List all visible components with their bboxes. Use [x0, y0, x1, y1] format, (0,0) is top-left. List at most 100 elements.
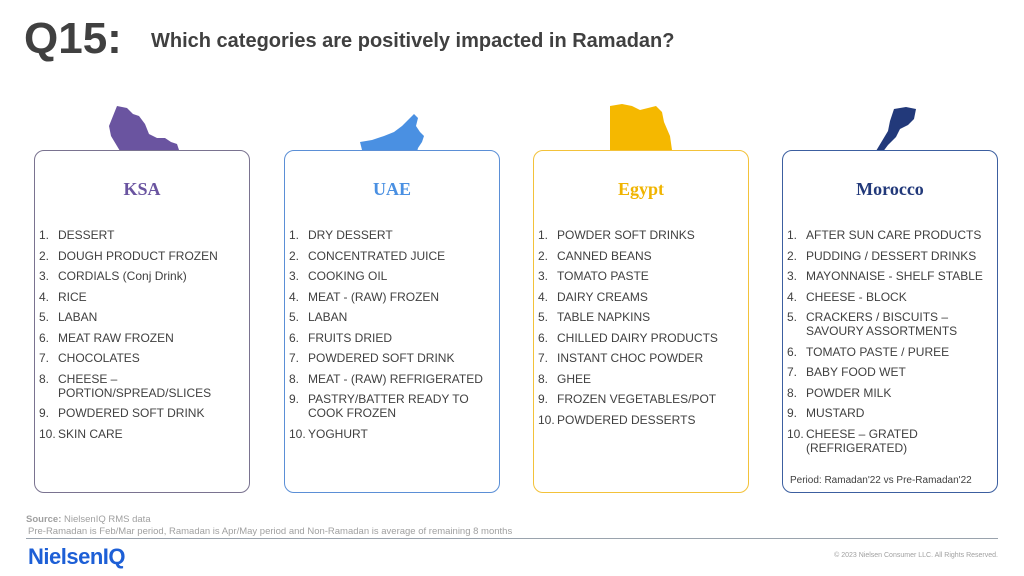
item-text: PASTRY/BATTER READY TO COOK FROZEN [308, 392, 469, 420]
item-number: 7. [39, 351, 50, 365]
list-item: 9. PASTRY/BATTER READY TO COOK FROZEN [289, 392, 495, 420]
list-item: 3. COOKING OIL [289, 269, 495, 283]
item-number: 4. [538, 289, 549, 304]
list-item: 9. POWDERED SOFT DRINK [39, 406, 245, 420]
item-text: POWDER MILK [806, 385, 892, 400]
country-name: UAE [372, 179, 411, 199]
list-item: 8. CHEESE – PORTION/SPREAD/SLICES [39, 372, 245, 400]
item-number: 1. [289, 228, 300, 242]
item-number: 8. [289, 371, 300, 386]
item-number: 3. [787, 269, 798, 283]
source-value: NielsenIQ RMS data [61, 514, 151, 525]
item-text: TABLE NAPKINS [557, 310, 651, 324]
item-number: 10. [787, 426, 804, 441]
item-text: CHILLED DAIRY PRODUCTS [557, 330, 718, 345]
item-number: 3. [39, 269, 50, 283]
list-item: 2. PUDDING / DESSERT DRINKS [787, 249, 993, 263]
item-text: GHEE [557, 371, 592, 386]
item-text: DAIRY CREAMS [557, 289, 648, 304]
list-item: 4. MEAT - (RAW) FROZEN [289, 290, 495, 304]
list-item: 1. POWDER SOFT DRINKS [538, 228, 744, 242]
list-item: 2. CONCENTRATED JUICE [289, 249, 495, 263]
period-definition-note: Pre-Ramadan is Feb/Mar period, Ramadan i… [28, 526, 513, 537]
item-text: POWDERED DESSERTS [557, 412, 696, 427]
item-number: 5. [289, 310, 300, 324]
item-text: CONCENTRATED JUICE [308, 248, 446, 263]
item-text: MUSTARD [806, 406, 865, 420]
list-item: 5. TABLE NAPKINS [538, 310, 744, 324]
item-text: BABY FOOD WET [806, 365, 906, 379]
item-number: 8. [39, 371, 50, 386]
list-item: 3. MAYONNAISE - SHELF STABLE [787, 269, 993, 283]
item-text: CRACKERS / BISCUITS – SAVOURY ASSORTMENT… [806, 310, 958, 338]
item-text: FRUITS DRIED [308, 330, 392, 345]
item-text: POWDERED SOFT DRINK [58, 406, 205, 420]
item-number: 5. [787, 310, 798, 324]
egypt-map-icon [610, 104, 672, 162]
list-item: 4. CHEESE - BLOCK [787, 290, 993, 304]
item-text: MAYONNAISE - SHELF STABLE [806, 269, 983, 283]
item-number: 9. [787, 406, 798, 420]
item-number: 2. [787, 248, 798, 263]
list-item: 7. INSTANT CHOC POWDER [538, 351, 744, 365]
item-text: CHEESE - BLOCK [806, 289, 907, 304]
item-text: CORDIALS (Conj Drink) [58, 269, 187, 283]
item-number: 8. [538, 371, 549, 386]
item-number: 1. [538, 228, 549, 242]
item-number: 5. [39, 310, 50, 324]
item-text: MEAT RAW FROZEN [58, 330, 174, 345]
list-item: 1. DRY DESSERT [289, 228, 495, 242]
list-item: 8. POWDER MILK [787, 386, 993, 400]
item-number: 3. [289, 269, 300, 283]
category-list: 1. AFTER SUN CARE PRODUCTS 2. PUDDING / DE… [787, 228, 993, 461]
list-item: 1. AFTER SUN CARE PRODUCTS [787, 228, 993, 242]
item-text: YOGHURT [308, 426, 368, 441]
list-item: 6. CHILLED DAIRY PRODUCTS [538, 331, 744, 345]
country-card-morocco: Morocco 1. AFTER SUN CARE PRODUCTS 2. PUDD… [782, 150, 998, 493]
item-number: 6. [787, 344, 798, 359]
item-number: 10. [538, 412, 555, 427]
item-text: DOUGH PRODUCT FROZEN [58, 248, 218, 263]
copyright-text: © 2023 Nielsen Consumer LLC. All Rights … [834, 552, 998, 559]
item-text: TOMATO PASTE / PUREE [806, 344, 950, 359]
item-text: DRY DESSERT [308, 228, 393, 242]
item-text: COOKING OIL [308, 269, 388, 283]
country-name: Egypt [617, 179, 664, 199]
list-item: 6. FRUITS DRIED [289, 331, 495, 345]
item-number: 7. [289, 351, 300, 365]
list-item: 2. CANNED BEANS [538, 249, 744, 263]
item-text: CANNED BEANS [557, 248, 652, 263]
item-number: 2. [538, 248, 549, 263]
list-item: 5. LABAN [289, 310, 495, 324]
category-list: 1. DRY DESSERT 2. CONCENTRATED JUICE 3. COO… [289, 228, 495, 447]
item-text: TOMATO PASTE [557, 269, 649, 283]
question-title: Which categories are positively impacted… [151, 30, 675, 52]
item-text: CHEESE – GRATED (REFRIGERATED) [806, 426, 918, 455]
item-number: 4. [787, 289, 798, 304]
item-number: 9. [39, 406, 50, 420]
item-number: 2. [39, 248, 50, 263]
country-name: KSA [123, 179, 161, 199]
item-text: MEAT - (RAW) FROZEN [308, 289, 440, 304]
country-card-egypt: Egypt 1. POWDER SOFT DRINKS 2. CANNED BEAN… [533, 150, 749, 493]
item-text: DESSERT [58, 228, 115, 242]
list-item: 7. CHOCOLATES [39, 351, 245, 365]
item-number: 1. [39, 228, 50, 242]
list-item: 5. CRACKERS / BISCUITS – SAVOURY ASSORTME… [787, 310, 993, 338]
item-number: 10. [39, 426, 56, 441]
footer-divider [26, 538, 998, 539]
item-number: 6. [538, 330, 549, 345]
list-item: 10. CHEESE – GRATED (REFRIGERATED) [787, 427, 993, 455]
nielseniq-logo: NielsenIQ [28, 544, 125, 569]
item-number: 7. [787, 365, 798, 379]
period-note: Period: Ramadan'22 vs Pre-Ramadan'22 [790, 475, 972, 486]
item-number: 5. [538, 310, 549, 324]
item-text: INSTANT CHOC POWDER [557, 351, 704, 365]
item-number: 4. [39, 289, 50, 304]
item-number: 6. [289, 330, 300, 345]
item-text: SKIN CARE [58, 426, 123, 441]
item-text: POWDER SOFT DRINKS [557, 228, 695, 242]
item-text: PUDDING / DESSERT DRINKS [806, 248, 977, 263]
item-text: AFTER SUN CARE PRODUCTS [806, 228, 982, 242]
item-text: LABAN [308, 310, 348, 324]
